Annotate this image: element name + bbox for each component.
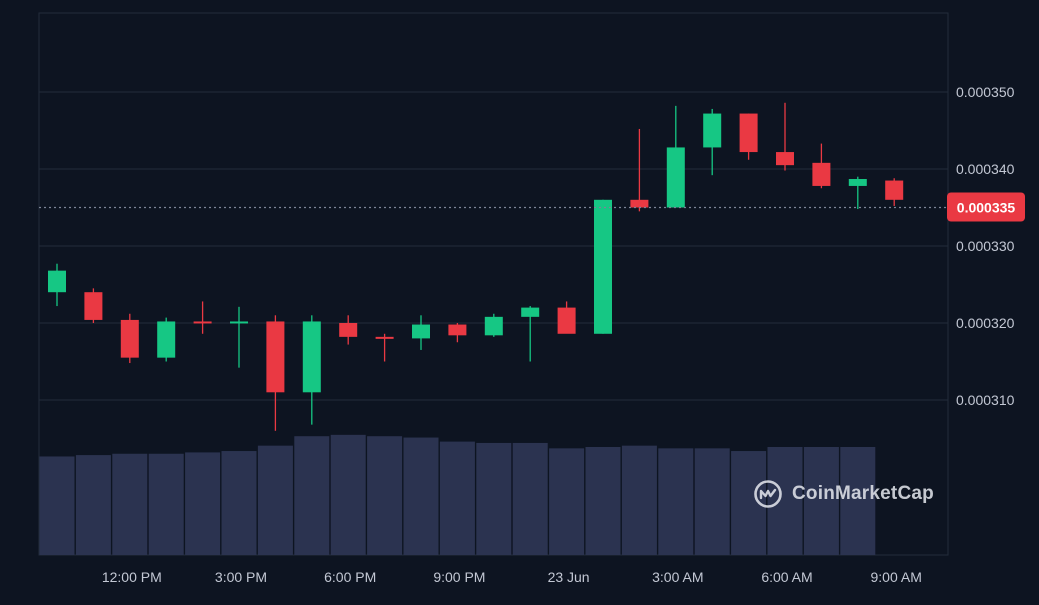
candle <box>157 317 176 362</box>
volume-bar <box>257 445 293 555</box>
x-tick-label: 6:00 PM <box>324 569 376 585</box>
candle-body <box>84 292 103 320</box>
y-tick-label: 0.000330 <box>956 238 1015 254</box>
candle <box>666 105 685 208</box>
x-tick-label: 6:00 AM <box>761 569 812 585</box>
volume-bar <box>621 445 657 555</box>
volume-bar <box>403 437 439 555</box>
candle-body <box>193 321 212 324</box>
candle <box>230 306 248 368</box>
x-tick-label: 23 Jun <box>548 569 590 585</box>
candle-body <box>885 180 904 200</box>
candle <box>412 315 430 350</box>
current-price-line: 0.000335 <box>39 192 1025 222</box>
candle <box>557 301 576 334</box>
candle-body <box>448 324 467 336</box>
candle <box>193 301 212 334</box>
candle-body <box>557 307 576 334</box>
y-tick-label: 0.000320 <box>956 315 1015 331</box>
candle-body <box>630 199 649 208</box>
candle-body <box>266 321 285 393</box>
volume-bar <box>803 447 839 555</box>
candle <box>48 263 66 307</box>
volume-bar <box>767 447 803 555</box>
candle <box>630 128 649 212</box>
candle-body <box>848 179 867 186</box>
x-tick-label: 9:00 AM <box>871 569 922 585</box>
y-tick-label: 0.000310 <box>956 392 1015 408</box>
candle <box>339 315 358 345</box>
volume-bar <box>476 442 512 555</box>
volume-bar <box>112 453 148 555</box>
volume-bar <box>39 456 75 555</box>
x-tick-label: 9:00 PM <box>433 569 485 585</box>
candle-body <box>302 321 321 393</box>
y-tick-label: 0.000340 <box>956 161 1015 177</box>
candle-body <box>776 152 794 166</box>
candle <box>266 315 285 431</box>
candle-body <box>339 323 358 337</box>
volume-bar <box>185 452 221 555</box>
y-axis: 0.000310 0.000320 0.000330 0.000340 0.000350 <box>956 84 1015 408</box>
candle <box>703 108 722 176</box>
candle-body <box>666 147 685 208</box>
current-price-label: 0.000335 <box>957 200 1016 216</box>
volume-bars <box>39 434 876 555</box>
candle-body <box>157 321 176 358</box>
candle-body <box>48 270 66 293</box>
volume-bar <box>658 448 694 555</box>
candle <box>448 323 467 343</box>
candle <box>776 102 794 171</box>
candle-body <box>230 321 248 324</box>
volume-bar <box>840 447 876 555</box>
volume-bar <box>549 448 585 555</box>
candle-body <box>594 199 612 334</box>
volume-bar <box>694 448 730 555</box>
candle-body <box>703 113 722 148</box>
x-axis: 12:00 PM 3:00 PM 6:00 PM 9:00 PM 23 Jun 3:00 … <box>102 569 922 585</box>
volume-bar <box>585 447 621 555</box>
candle <box>484 313 503 337</box>
candle <box>885 178 904 206</box>
candle-body <box>120 319 139 358</box>
candle-body <box>739 113 758 153</box>
y-tick-label: 0.000350 <box>956 84 1015 100</box>
watermark-brand: CoinMarketCap <box>792 483 934 504</box>
volume-bar <box>221 451 257 555</box>
watermark: CoinMarketCap <box>753 479 934 509</box>
candle-body <box>484 316 503 336</box>
candle-body <box>375 336 394 339</box>
volume-bar <box>148 453 184 555</box>
candle <box>594 199 612 334</box>
candle <box>848 176 867 210</box>
candle-body <box>521 307 540 317</box>
candle <box>375 333 394 362</box>
volume-bar <box>294 436 330 555</box>
volume-bar <box>75 455 111 555</box>
coinmarketcap-logo-icon <box>754 480 782 508</box>
candle-body <box>412 324 430 339</box>
candle <box>120 313 139 364</box>
volume-bar <box>439 441 475 555</box>
candle <box>84 288 103 323</box>
candle-body <box>812 162 831 186</box>
volume-bar <box>367 436 403 555</box>
candle <box>812 143 831 189</box>
x-tick-label: 3:00 PM <box>215 569 267 585</box>
candle <box>302 315 321 425</box>
volume-bar <box>512 442 548 555</box>
current-price-tag <box>947 192 1025 222</box>
x-tick-label: 3:00 AM <box>652 569 703 585</box>
volume-bar <box>330 434 366 555</box>
x-tick-label: 12:00 PM <box>102 569 162 585</box>
candle <box>521 306 540 362</box>
candles <box>48 102 904 431</box>
candle <box>739 113 758 160</box>
